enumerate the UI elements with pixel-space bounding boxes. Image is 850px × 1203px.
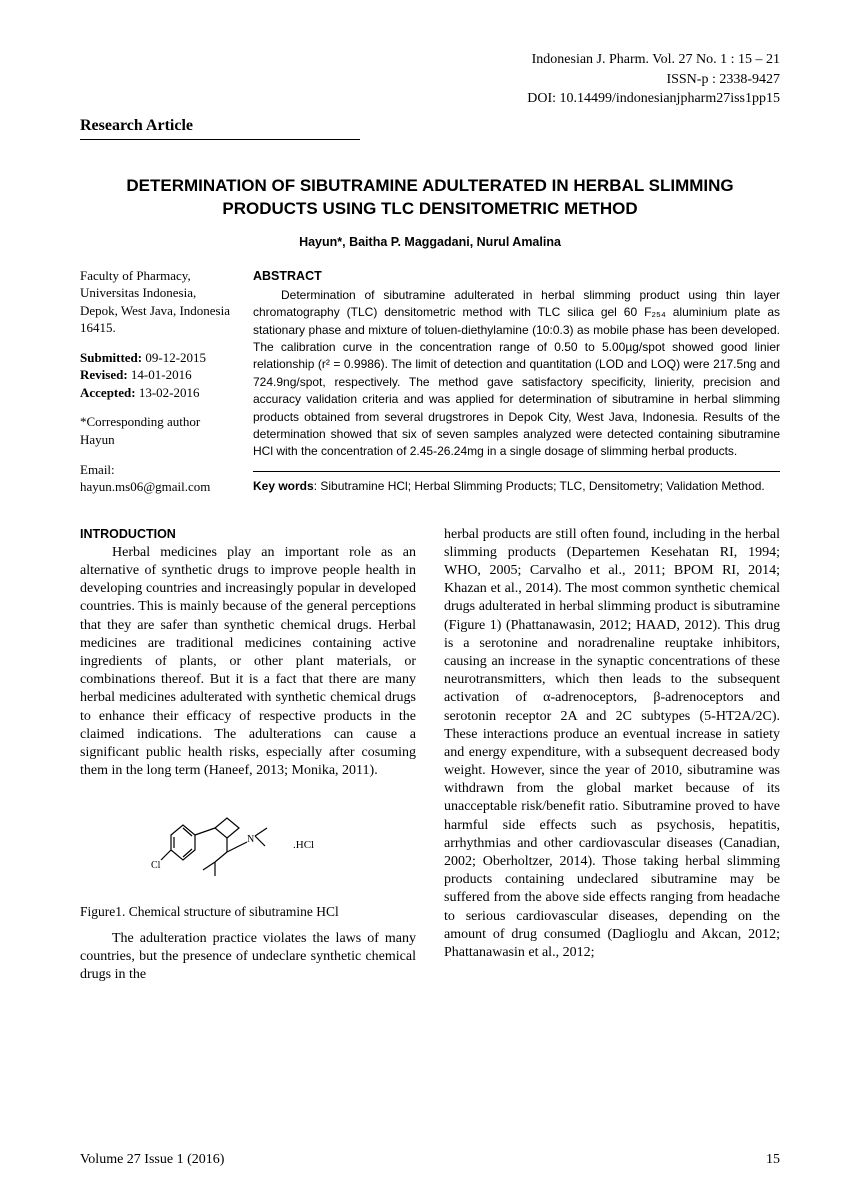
keywords-line: Key words: Sibutramine HCl; Herbal Slimm… — [253, 471, 780, 495]
intro-paragraph-continued: herbal products are still often found, i… — [444, 526, 780, 963]
section-label: Research Article — [80, 117, 360, 140]
corresponding-author: *Corresponding author Hayun — [80, 413, 235, 448]
issn: ISSN-p : 2338-9427 — [80, 70, 780, 90]
journal-citation: Indonesian J. Pharm. Vol. 27 No. 1 : 15 … — [80, 50, 780, 70]
meta-abstract-row: Faculty of Pharmacy, Universitas Indones… — [80, 267, 780, 508]
figure-1: Cl N .HCl — [80, 790, 416, 896]
article-meta-sidebar: Faculty of Pharmacy, Universitas Indones… — [80, 267, 235, 508]
column-right: herbal products are still often found, i… — [444, 526, 780, 985]
figure-1-caption: Figure1. Chemical structure of sibutrami… — [80, 903, 416, 921]
doi: DOI: 10.14499/indonesianjpharm27iss1pp15 — [80, 89, 780, 109]
affiliation: Faculty of Pharmacy, Universitas Indones… — [80, 267, 235, 337]
footer-issue: Volume 27 Issue 1 (2016) — [80, 1152, 224, 1168]
article-title: DETERMINATION OF SIBUTRAMINE ADULTERATED… — [95, 175, 765, 221]
history-dates: Submitted: 09-12-2015 Revised: 14-01-201… — [80, 349, 235, 402]
svg-text:N: N — [247, 834, 254, 845]
corresponding-email: Email: hayun.ms06@gmail.com — [80, 461, 235, 496]
abstract-box: ABSTRACT Determination of sibutramine ad… — [253, 267, 780, 508]
introduction-heading: INTRODUCTION — [80, 526, 416, 542]
column-left: INTRODUCTION Herbal medicines play an im… — [80, 526, 416, 985]
intro-paragraph-2: The adulteration practice violates the l… — [80, 930, 416, 985]
authors-line: Hayun*, Baitha P. Maggadani, Nurul Amali… — [80, 235, 780, 249]
abstract-body: Determination of sibutramine adulterated… — [253, 287, 780, 461]
page-footer: Volume 27 Issue 1 (2016) 15 — [80, 1152, 780, 1168]
sibutramine-structure-icon: Cl N .HCl — [143, 790, 353, 890]
svg-text:Cl: Cl — [151, 860, 161, 871]
svg-text:.HCl: .HCl — [293, 839, 314, 851]
intro-paragraph-1: Herbal medicines play an important role … — [80, 544, 416, 780]
footer-page-number: 15 — [766, 1152, 780, 1168]
body-columns: INTRODUCTION Herbal medicines play an im… — [80, 526, 780, 985]
abstract-heading: ABSTRACT — [253, 267, 780, 285]
journal-header: Indonesian J. Pharm. Vol. 27 No. 1 : 15 … — [80, 50, 780, 109]
